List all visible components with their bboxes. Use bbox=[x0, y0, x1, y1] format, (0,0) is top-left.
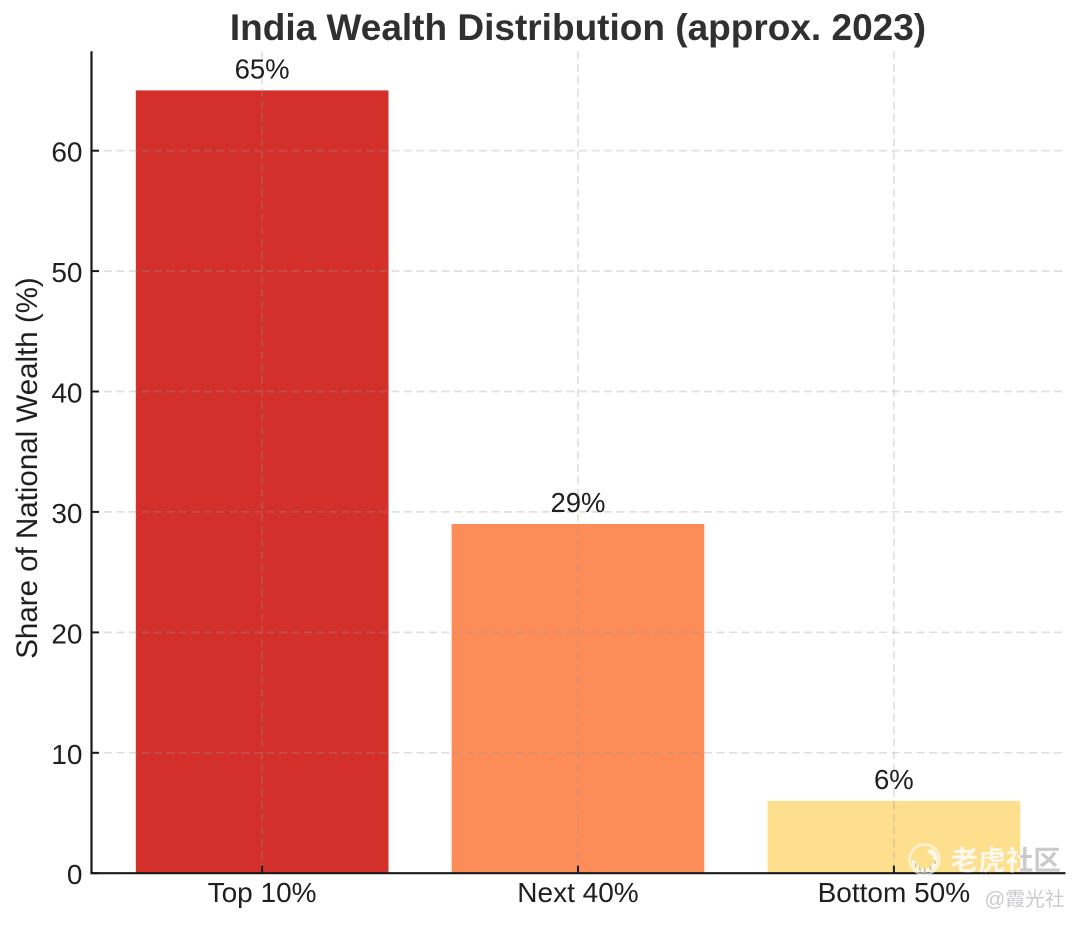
svg-text:30: 30 bbox=[51, 498, 82, 529]
svg-text:0: 0 bbox=[67, 859, 83, 890]
svg-text:20: 20 bbox=[51, 618, 82, 649]
svg-text:Top 10%: Top 10% bbox=[208, 877, 317, 908]
svg-text:6%: 6% bbox=[874, 764, 914, 795]
svg-text:@: @ bbox=[985, 888, 1006, 911]
svg-text:India Wealth Distribution (app: India Wealth Distribution (approx. 2023) bbox=[230, 7, 926, 48]
svg-text:50: 50 bbox=[51, 257, 82, 288]
svg-text:29%: 29% bbox=[550, 487, 605, 518]
svg-text:10: 10 bbox=[51, 739, 82, 770]
svg-text:40: 40 bbox=[51, 378, 82, 409]
svg-text:60: 60 bbox=[51, 137, 82, 168]
svg-text:Next 40%: Next 40% bbox=[517, 877, 638, 908]
svg-text:65%: 65% bbox=[235, 53, 290, 84]
svg-text:Share of National Wealth (%): Share of National Wealth (%) bbox=[11, 277, 44, 659]
svg-text:Bottom 50%: Bottom 50% bbox=[818, 877, 971, 908]
